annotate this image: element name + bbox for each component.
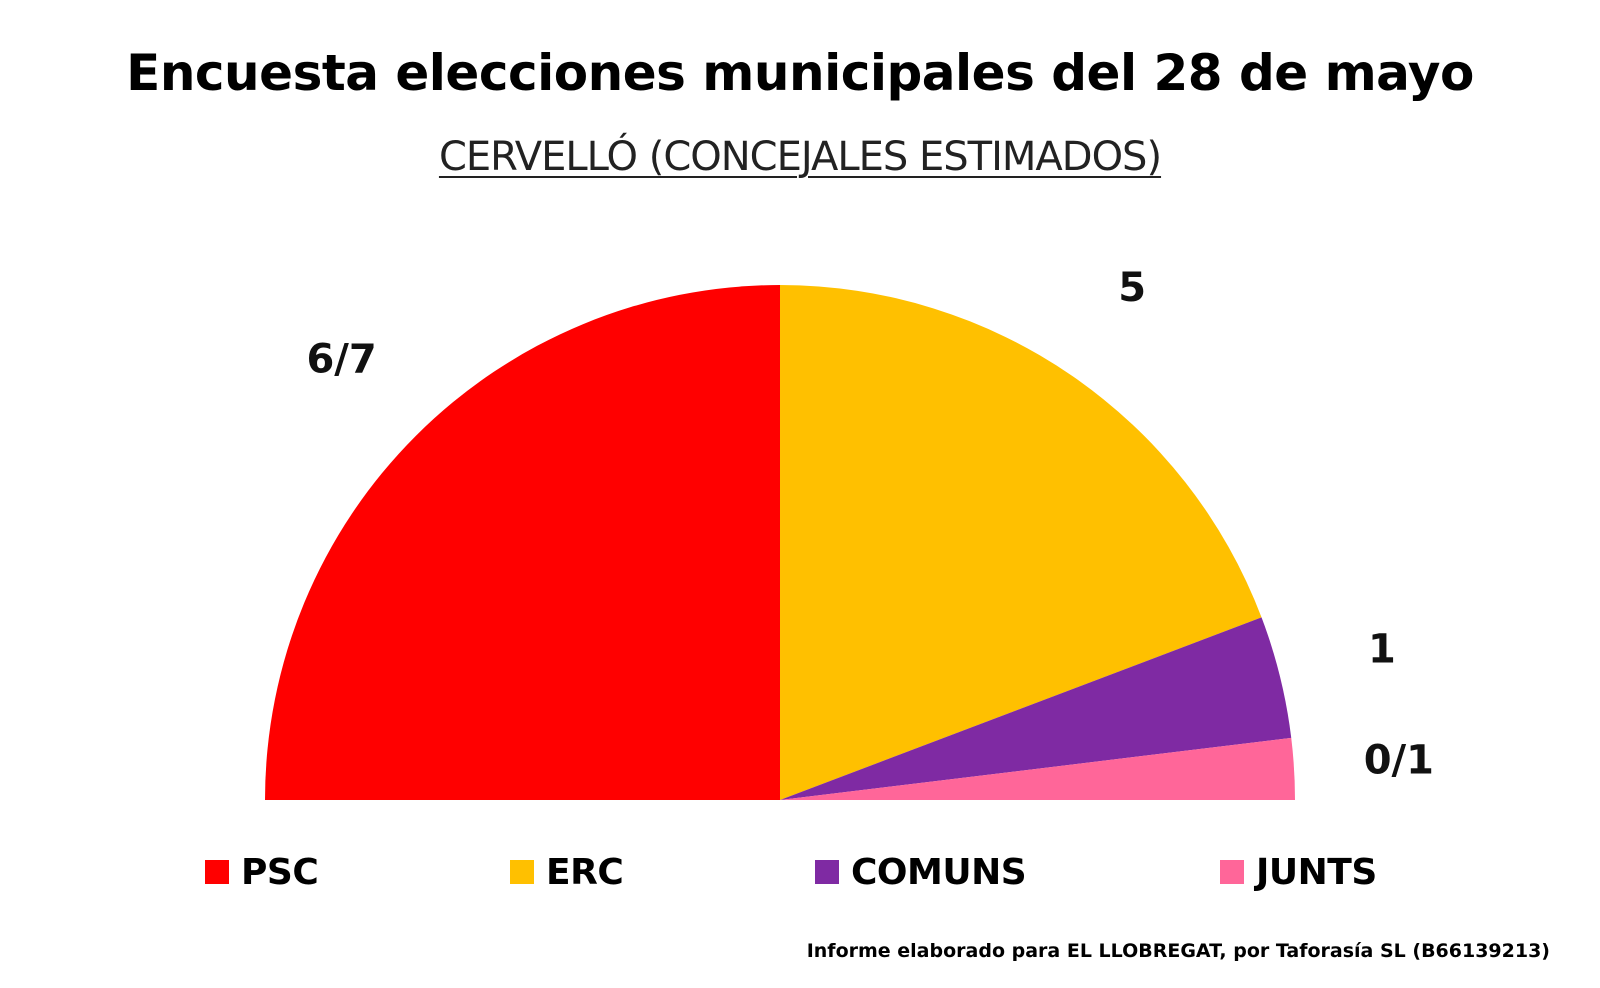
chart-title: Encuesta elecciones municipales del 28 d… xyxy=(126,44,1474,102)
legend-label-comuns: COMUNS xyxy=(851,851,1027,893)
data-label-psc: 6/7 xyxy=(306,337,376,383)
slice-junts xyxy=(780,737,1295,800)
slices-group xyxy=(265,285,1295,800)
legend-swatch-comuns xyxy=(815,860,839,884)
legend-label-junts: JUNTS xyxy=(1256,851,1377,893)
legend-swatch-erc xyxy=(510,860,534,884)
chart-subtitle: CERVELLÓ (CONCEJALES ESTIMADOS) xyxy=(438,134,1162,180)
slice-comuns xyxy=(780,617,1292,800)
footer-credit: Informe elaborado para EL LLOBREGAT, por… xyxy=(806,940,1550,962)
legend-item-junts: JUNTS xyxy=(1220,846,1377,898)
legend-item-erc: ERC xyxy=(510,846,624,898)
legend: PSC ERC COMUNS JUNTS xyxy=(0,846,1600,898)
data-label-junts: 0/1 xyxy=(1364,738,1434,784)
data-labels-group: 6/7 5 1 0/1 xyxy=(306,265,1434,784)
data-label-erc: 5 xyxy=(1118,265,1146,311)
legend-swatch-junts xyxy=(1220,860,1244,884)
data-label-comuns: 1 xyxy=(1368,627,1396,673)
slice-erc xyxy=(780,285,1262,800)
legend-label-erc: ERC xyxy=(546,851,624,893)
legend-item-comuns: COMUNS xyxy=(815,846,1027,898)
legend-label-psc: PSC xyxy=(241,851,319,893)
slice-psc xyxy=(265,285,780,800)
legend-swatch-psc xyxy=(205,860,229,884)
legend-item-psc: PSC xyxy=(205,846,319,898)
